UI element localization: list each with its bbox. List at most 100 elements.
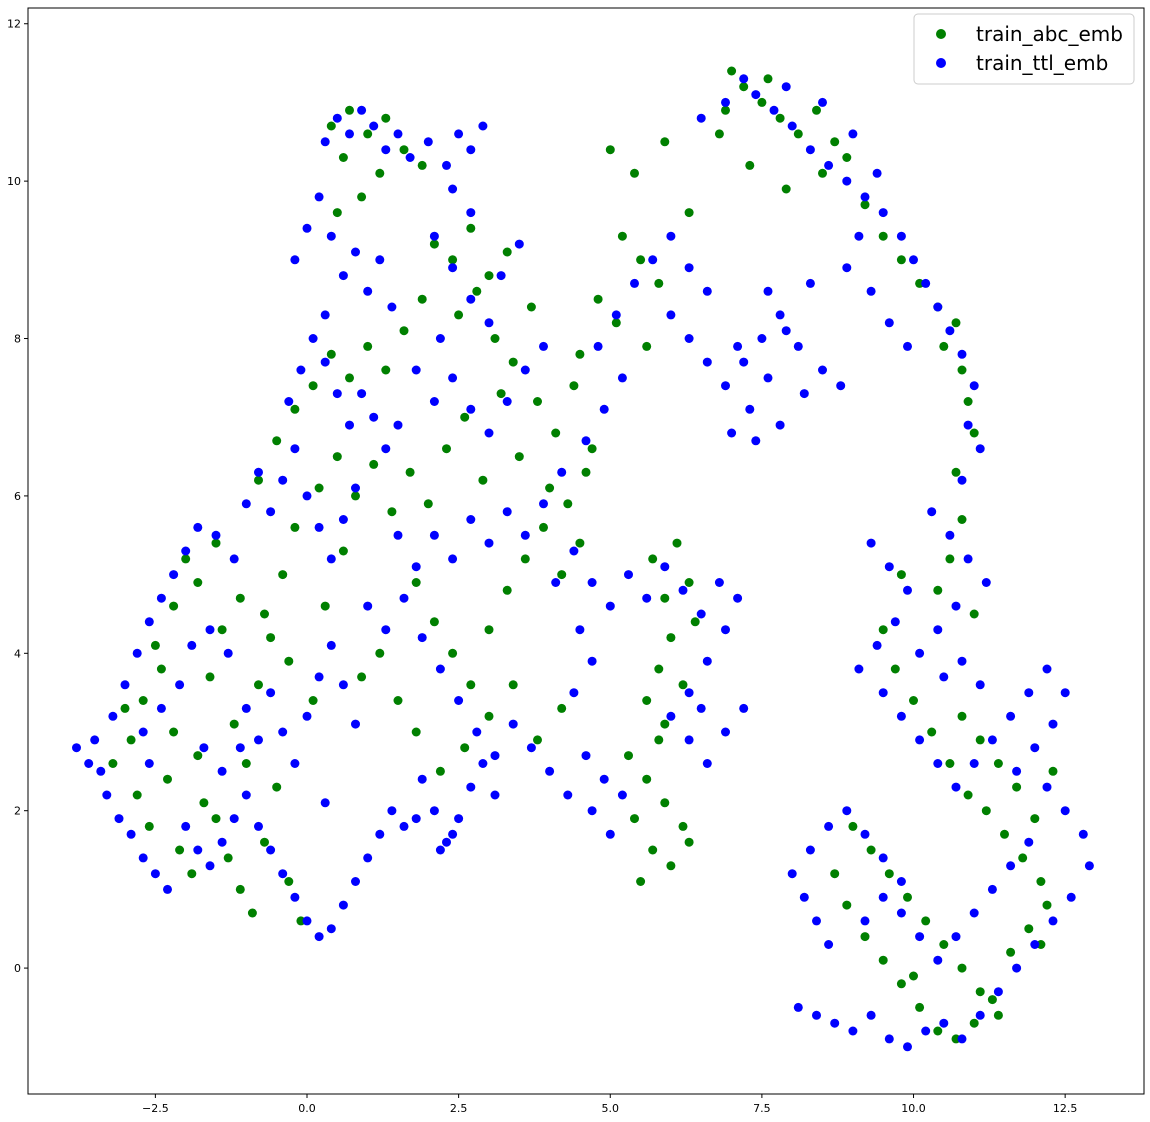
data-point-s1-296 bbox=[1084, 861, 1094, 871]
data-point-s0-134 bbox=[630, 814, 639, 824]
data-point-s1-243 bbox=[981, 578, 991, 587]
data-point-s1-76 bbox=[357, 389, 367, 399]
data-point-s0-132 bbox=[660, 798, 670, 808]
data-point-s1-187 bbox=[666, 231, 676, 241]
data-point-s1-73 bbox=[320, 357, 330, 367]
data-point-s1-169 bbox=[714, 578, 724, 587]
data-point-s0-4 bbox=[156, 664, 166, 674]
data-point-s1-1 bbox=[84, 759, 94, 768]
data-point-s1-159 bbox=[575, 625, 585, 635]
data-point-s1-247 bbox=[939, 672, 949, 682]
data-point-s1-20 bbox=[181, 821, 191, 831]
data-point-s1-156 bbox=[617, 790, 627, 800]
data-point-s0-108 bbox=[496, 389, 506, 399]
data-point-s1-93 bbox=[357, 105, 367, 115]
data-point-s0-7 bbox=[193, 578, 203, 587]
data-point-s1-222 bbox=[921, 278, 931, 288]
data-point-s1-245 bbox=[933, 625, 943, 635]
data-point-s1-150 bbox=[545, 766, 555, 776]
data-point-s1-68 bbox=[338, 515, 348, 524]
data-point-s1-216 bbox=[824, 160, 834, 170]
data-point-s0-173 bbox=[927, 727, 937, 737]
data-point-s0-128 bbox=[678, 680, 688, 690]
data-point-s0-172 bbox=[909, 696, 918, 705]
data-point-s1-134 bbox=[435, 664, 445, 674]
data-point-s0-85 bbox=[502, 585, 512, 595]
data-point-s0-94 bbox=[484, 711, 494, 721]
data-point-s0-163 bbox=[969, 428, 979, 438]
data-point-s1-62 bbox=[266, 507, 276, 517]
data-point-s1-205 bbox=[836, 381, 846, 391]
data-point-s1-119 bbox=[514, 239, 524, 249]
data-point-s0-59 bbox=[478, 475, 488, 485]
data-point-s0-144 bbox=[793, 129, 803, 139]
data-point-s1-195 bbox=[757, 334, 767, 343]
data-point-s1-244 bbox=[951, 601, 961, 611]
data-point-s0-139 bbox=[654, 735, 664, 745]
data-point-s1-49 bbox=[351, 719, 360, 729]
data-point-s0-97 bbox=[557, 703, 567, 713]
data-point-s1-77 bbox=[369, 412, 379, 422]
data-point-s1-139 bbox=[526, 743, 536, 753]
data-point-s0-3 bbox=[150, 640, 160, 650]
x-tick-label: −2.5 bbox=[142, 1102, 169, 1115]
data-point-s1-165 bbox=[642, 593, 652, 603]
data-point-s0-23 bbox=[223, 853, 233, 863]
data-point-s1-224 bbox=[945, 326, 955, 336]
data-point-s0-153 bbox=[842, 153, 852, 162]
data-point-s1-271 bbox=[799, 892, 809, 902]
data-point-s0-44 bbox=[326, 349, 336, 359]
data-point-s0-110 bbox=[617, 231, 627, 241]
data-point-s1-103 bbox=[448, 184, 458, 194]
data-point-s0-133 bbox=[678, 821, 688, 831]
data-point-s1-287 bbox=[921, 1026, 931, 1036]
data-point-s1-98 bbox=[423, 137, 433, 147]
data-point-s0-180 bbox=[848, 821, 858, 831]
data-point-s0-25 bbox=[247, 908, 257, 918]
data-point-s1-38 bbox=[399, 821, 409, 831]
data-point-s1-42 bbox=[266, 688, 276, 698]
data-point-s0-143 bbox=[775, 113, 785, 123]
data-point-s0-105 bbox=[563, 499, 573, 509]
data-point-s1-294 bbox=[1048, 916, 1058, 926]
data-point-s0-187 bbox=[975, 987, 985, 997]
data-point-s1-147 bbox=[435, 845, 445, 855]
data-point-s1-142 bbox=[442, 837, 451, 847]
data-point-s1-133 bbox=[417, 633, 427, 643]
data-point-s1-122 bbox=[429, 530, 439, 540]
data-point-s1-126 bbox=[502, 507, 512, 517]
data-point-s1-164 bbox=[624, 570, 633, 580]
data-point-s0-33 bbox=[211, 538, 221, 548]
data-point-s1-143 bbox=[454, 814, 464, 824]
data-point-s1-170 bbox=[733, 593, 743, 603]
data-point-s0-99 bbox=[357, 672, 367, 682]
data-point-s1-180 bbox=[581, 436, 591, 446]
data-point-s1-18 bbox=[211, 530, 221, 540]
data-point-s0-35 bbox=[260, 609, 269, 619]
data-point-s1-97 bbox=[405, 153, 415, 162]
data-point-s1-19 bbox=[229, 554, 239, 564]
data-point-s1-208 bbox=[781, 326, 791, 336]
data-point-s1-241 bbox=[945, 530, 955, 540]
data-point-s1-190 bbox=[666, 310, 676, 320]
data-point-s1-210 bbox=[721, 97, 730, 107]
data-point-s0-27 bbox=[272, 782, 282, 792]
data-point-s0-92 bbox=[435, 766, 445, 776]
y-tick-label: 0 bbox=[14, 962, 21, 975]
data-point-s1-75 bbox=[345, 420, 354, 430]
data-point-s0-112 bbox=[654, 278, 664, 288]
data-point-s1-278 bbox=[878, 853, 888, 863]
x-tick-label: 12.5 bbox=[1053, 1102, 1078, 1115]
data-point-s0-189 bbox=[909, 971, 918, 981]
data-point-s1-254 bbox=[872, 640, 882, 650]
data-point-s0-77 bbox=[490, 334, 500, 343]
data-point-s1-69 bbox=[351, 483, 360, 493]
data-point-s1-81 bbox=[302, 223, 312, 233]
data-point-s1-175 bbox=[684, 735, 694, 745]
data-point-s0-192 bbox=[860, 932, 870, 942]
data-point-s0-98 bbox=[375, 648, 385, 658]
data-point-s0-151 bbox=[781, 184, 791, 194]
data-point-s1-215 bbox=[805, 145, 815, 155]
data-point-s0-79 bbox=[526, 302, 536, 312]
